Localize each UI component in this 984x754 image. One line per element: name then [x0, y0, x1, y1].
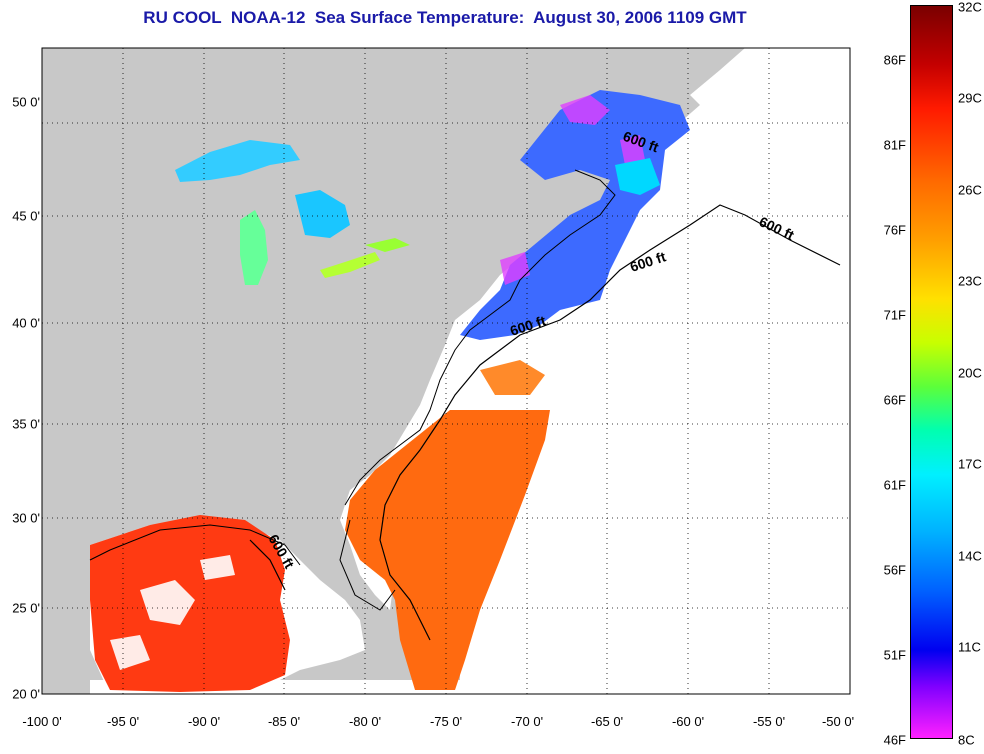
x-tick-label: -100 0'	[22, 714, 62, 729]
x-tick-label: -50 0'	[821, 714, 855, 729]
x-tick-label: -95 0'	[106, 714, 140, 729]
colorbar-f-label: 61F	[883, 477, 906, 493]
northeast-cyan-patch	[615, 158, 660, 195]
x-tick-label: -90 0'	[187, 714, 221, 729]
x-tick-label: -85 0'	[267, 714, 301, 729]
colorbar-f-label: 46F	[883, 732, 906, 748]
lake-ontario	[365, 238, 410, 252]
lake-huron	[295, 190, 350, 238]
colorbar-c-label: 26C	[958, 182, 982, 198]
colorbar-c-label: 14C	[958, 548, 982, 564]
colorbar-c-label: 29C	[958, 90, 982, 106]
y-tick-label: 30 0'	[12, 510, 40, 526]
gulf-white-clouds	[110, 555, 235, 670]
plot-frame	[41, 47, 851, 695]
colorbar-c-label: 32C	[958, 0, 982, 15]
y-tick-label: 45 0'	[12, 208, 40, 224]
colorbar-f-label: 71F	[883, 307, 906, 323]
colorbar-f-label: 81F	[883, 137, 906, 153]
colorbar-f-label: 51F	[883, 647, 906, 663]
x-tick-label: -55 0'	[752, 714, 786, 729]
northeast-magenta-patches	[500, 95, 645, 285]
sst-map: 600 ft 600 ft 600 ft 600 ft 600 ft	[41, 47, 851, 695]
y-tick-label: 50 0'	[12, 94, 40, 110]
x-tick-label: -60 0'	[671, 714, 705, 729]
coastline	[89, 169, 616, 611]
colorbar-f-label: 76F	[883, 222, 906, 238]
x-tick-label: -70 0'	[510, 714, 544, 729]
mid-atlantic-orange-patch	[480, 360, 545, 395]
colorbar-f-label: 56F	[883, 562, 906, 578]
colorbar-c-label: 23C	[958, 273, 982, 289]
colorbar-f-label: 66F	[883, 392, 906, 408]
isobath-600ft	[249, 204, 841, 641]
colorbar-c-label: 20C	[958, 365, 982, 381]
lake-michigan	[240, 210, 268, 285]
colorbar-c-label: 17C	[958, 456, 982, 472]
x-tick-label: -65 0'	[590, 714, 624, 729]
x-tick-label: -80 0'	[348, 714, 382, 729]
y-tick-label: 35 0'	[12, 416, 40, 432]
map-title: RU COOL NOAA-12 Sea Surface Temperature:…	[143, 8, 747, 27]
y-tick-label: 40 0'	[12, 315, 40, 331]
colorbar-f-label: 86F	[883, 52, 906, 68]
gulf-stream-warm-water	[345, 410, 550, 690]
lake-superior	[175, 140, 300, 182]
colorbar-c-label: 11C	[958, 639, 981, 655]
x-tick-label: -75 0'	[429, 714, 463, 729]
temperature-colorbar	[910, 5, 953, 739]
y-tick-label: 25 0'	[12, 600, 40, 616]
y-tick-label: 20 0'	[12, 686, 40, 702]
colorbar-c-label: 8C	[958, 732, 975, 748]
